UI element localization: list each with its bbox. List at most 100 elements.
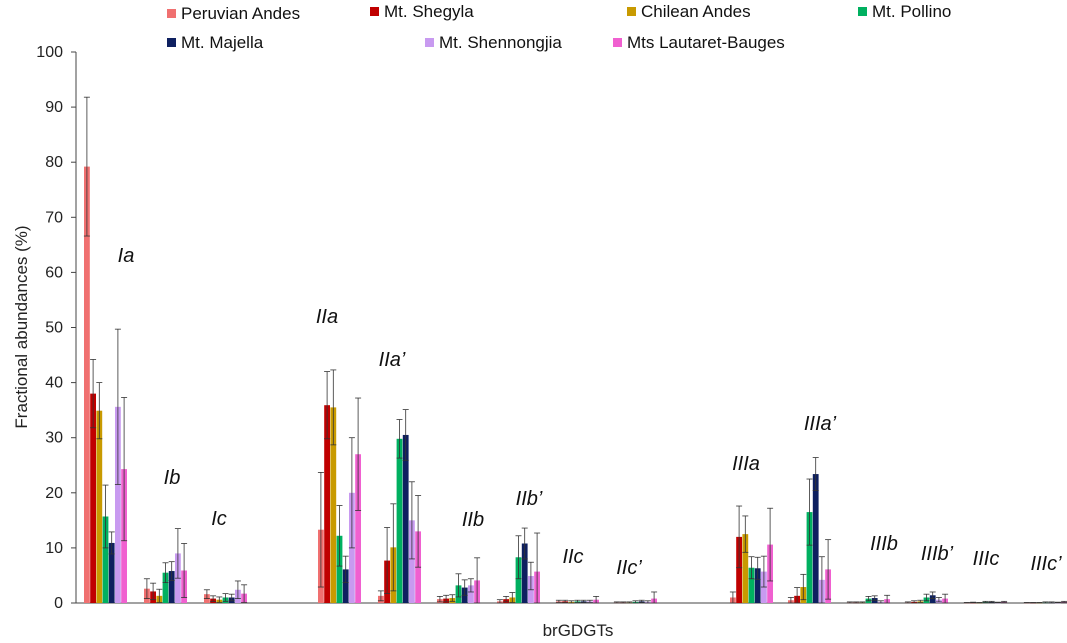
error-bar bbox=[461, 579, 468, 596]
category-labels: Ia Ib Ic IIa IIa’ IIb IIb’ IIc IIc’ IIIa IIIa’ IIIb… bbox=[118, 245, 1062, 579]
error-bar bbox=[168, 561, 175, 581]
bar-Ib-Mt. Majella bbox=[168, 571, 175, 603]
error-bar bbox=[330, 369, 337, 446]
error-bar bbox=[384, 527, 391, 595]
category-label: IIc’ bbox=[616, 557, 642, 579]
error-bar bbox=[156, 588, 163, 603]
error-bar bbox=[509, 592, 516, 603]
legend-item: Chilean Andes bbox=[627, 2, 751, 21]
bar-IIIa-Chilean Andes bbox=[742, 534, 749, 603]
error-bar bbox=[865, 595, 872, 602]
error-bar bbox=[923, 593, 930, 602]
legend-swatch bbox=[627, 7, 636, 16]
error-bar bbox=[415, 495, 422, 568]
bar-IIa-Chilean Andes bbox=[330, 407, 337, 603]
error-bar bbox=[1036, 602, 1043, 604]
bar-IIIa-Mt. Pollino bbox=[748, 567, 755, 603]
bar-IIa’-Mt. Pollino bbox=[396, 438, 403, 603]
error-bar bbox=[976, 602, 983, 604]
error-bar bbox=[355, 397, 362, 511]
error-bar bbox=[474, 557, 481, 604]
category-label: IIIa’ bbox=[804, 413, 837, 435]
bar-IIa’-Mt. Majella bbox=[402, 434, 409, 603]
y-tick-label: 80 bbox=[45, 154, 63, 171]
error-bar bbox=[96, 382, 103, 440]
y-tick-label: 20 bbox=[45, 485, 63, 502]
error-bar bbox=[210, 595, 217, 602]
error-bar bbox=[651, 591, 658, 604]
bar-Ia-Mt. Shennongjia bbox=[115, 406, 121, 603]
error-bar bbox=[593, 595, 600, 604]
bar-Ia-Peruvian Andes bbox=[84, 166, 90, 603]
bar-IIa’-Mt. Shennongjia bbox=[409, 520, 415, 603]
error-bar bbox=[935, 597, 942, 603]
error-bar bbox=[216, 596, 223, 603]
error-bar bbox=[234, 580, 241, 599]
error-bar bbox=[174, 528, 181, 579]
error-bar bbox=[917, 599, 924, 603]
error-bar bbox=[143, 578, 150, 599]
error-bar bbox=[402, 409, 409, 461]
error-bar bbox=[794, 587, 801, 604]
error-bar bbox=[800, 573, 807, 601]
legend-item: Mt. Shennongjia bbox=[425, 33, 562, 52]
legend-swatch bbox=[167, 38, 176, 47]
error-bar bbox=[1054, 601, 1061, 604]
y-tick-label: 100 bbox=[36, 44, 63, 61]
bar-Ia-Mt. Shegyla bbox=[90, 393, 96, 603]
error-bar bbox=[390, 503, 397, 592]
y-tick-label: 0 bbox=[54, 595, 63, 612]
x-axis-label: brGDGTs bbox=[543, 621, 614, 640]
error-bar bbox=[114, 328, 121, 485]
error-bar bbox=[970, 601, 977, 604]
error-bar bbox=[436, 595, 443, 603]
category-label: Ic bbox=[211, 508, 227, 530]
legend-item: Mts Lautaret-Bauges bbox=[613, 33, 785, 52]
error-bar bbox=[181, 543, 188, 598]
error-bar bbox=[228, 593, 235, 602]
error-bar bbox=[467, 578, 474, 593]
bar-Ib-Mt. Pollino bbox=[162, 572, 169, 603]
error-bar bbox=[241, 584, 248, 603]
error-bar bbox=[760, 555, 767, 588]
category-label: IIa bbox=[316, 306, 338, 328]
error-bar bbox=[521, 527, 528, 560]
y-tick-label: 40 bbox=[45, 375, 63, 392]
legend-swatch bbox=[425, 38, 434, 47]
error-bar bbox=[580, 599, 587, 603]
y-ticks: 0 10 20 30 40 50 60 70 80 90 100 bbox=[36, 44, 76, 612]
legend-label: Mt. Majella bbox=[181, 33, 264, 52]
error-bar bbox=[767, 507, 774, 582]
legend-item: Peruvian Andes bbox=[167, 4, 300, 23]
error-bar bbox=[162, 562, 169, 584]
error-bar bbox=[818, 556, 825, 604]
error-bar bbox=[317, 472, 324, 588]
error-bar bbox=[568, 600, 575, 604]
y-tick-label: 50 bbox=[45, 320, 63, 337]
error-bar bbox=[942, 593, 949, 604]
category-label: IIIc bbox=[973, 548, 1000, 570]
error-bar bbox=[626, 601, 633, 604]
bar-IIb-Mt. Shennongjia bbox=[468, 585, 474, 603]
error-bar bbox=[736, 505, 743, 569]
legend-swatch bbox=[167, 9, 176, 18]
error-bar bbox=[324, 371, 331, 440]
bar-IIIa’-Mt. Majella bbox=[812, 474, 819, 603]
bar-IIIa-Mt. Shegyla bbox=[736, 536, 742, 603]
error-bar bbox=[638, 599, 645, 603]
error-bar bbox=[963, 602, 970, 604]
error-bar bbox=[562, 599, 569, 603]
error-bar bbox=[994, 601, 1001, 604]
bar-IIb’-Mt. Pollino bbox=[515, 557, 522, 603]
error-bar bbox=[555, 599, 562, 603]
error-bar bbox=[754, 556, 761, 580]
legend-label: Mt. Shennongjia bbox=[439, 33, 562, 52]
error-bar bbox=[586, 599, 593, 603]
error-bar bbox=[859, 601, 866, 604]
category-label: IIc bbox=[562, 546, 583, 568]
category-label: IIIb bbox=[870, 533, 898, 555]
legend-item: Mt. Shegyla bbox=[370, 2, 474, 21]
error-bar bbox=[1042, 601, 1049, 604]
error-bar bbox=[102, 484, 109, 549]
error-bar bbox=[527, 561, 534, 591]
